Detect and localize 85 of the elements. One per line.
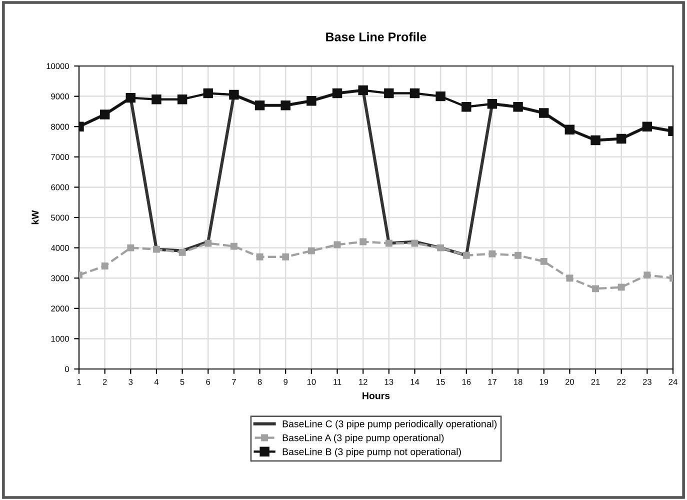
point <box>488 250 496 258</box>
point <box>616 134 626 144</box>
point <box>642 122 652 132</box>
point <box>513 102 523 112</box>
point <box>282 253 290 260</box>
y-tick-label: 4000 <box>50 245 69 251</box>
x-tick-label: 19 <box>540 378 548 385</box>
x-tick-label: 18 <box>514 378 522 385</box>
y-tick-label: 1000 <box>51 336 69 342</box>
point <box>100 110 110 120</box>
x-tick-label: 12 <box>359 378 368 385</box>
point <box>437 244 444 252</box>
point <box>540 258 548 265</box>
point <box>487 99 498 109</box>
chart-title: Base Line Profile <box>326 32 426 42</box>
x-tick-label: 14 <box>410 379 420 385</box>
point <box>539 108 549 118</box>
x-tick-label: 7 <box>232 379 236 385</box>
point <box>204 240 212 247</box>
point <box>306 96 316 106</box>
y-tick-label: 7000 <box>51 154 69 160</box>
x-tick-label: 23 <box>642 378 652 385</box>
point <box>152 94 162 104</box>
point <box>256 253 264 260</box>
y-tick-label: 10000 <box>46 63 69 70</box>
point <box>308 247 315 254</box>
point <box>644 272 651 279</box>
y-tick-label: 3000 <box>51 275 69 282</box>
x-tick-label: 22 <box>617 378 626 385</box>
point <box>332 88 342 98</box>
point <box>358 85 368 96</box>
point <box>410 88 420 98</box>
point <box>385 240 392 247</box>
x-tick-label: 9 <box>284 378 288 385</box>
point <box>436 91 446 102</box>
point <box>254 100 265 110</box>
x-tick-label: 17 <box>488 379 496 385</box>
point <box>360 238 367 246</box>
x-tick-label: 15 <box>436 379 445 385</box>
x-tick-label: 20 <box>565 378 574 385</box>
x-axis-title: Hours <box>362 392 390 400</box>
point <box>230 242 238 250</box>
y-tick-label: 2000 <box>51 306 69 312</box>
x-tick-label: 13 <box>384 378 394 385</box>
point <box>127 244 134 252</box>
legend-label: BaseLine C (3 pipe pump periodically operational) <box>282 420 497 430</box>
point <box>411 240 418 247</box>
point <box>280 100 290 110</box>
x-tick-label: 4 <box>154 379 159 385</box>
point <box>514 252 522 259</box>
x-tick-label: 10 <box>307 378 316 385</box>
point <box>462 102 472 112</box>
x-tick-label: 11 <box>334 379 342 385</box>
x-tick-label: 5 <box>180 379 184 385</box>
x-tick-label: 8 <box>258 378 262 385</box>
point <box>618 284 625 291</box>
legend-label: BaseLine A (3 pipe pump operational) <box>282 434 444 444</box>
x-tick-label: 21 <box>591 378 600 385</box>
point <box>592 285 599 292</box>
point <box>178 248 186 256</box>
point <box>334 241 341 248</box>
y-tick-label: 6000 <box>51 184 69 190</box>
legend-label: BaseLine B (3 pipe pump not operational) <box>282 448 461 458</box>
point <box>229 90 239 100</box>
x-tick-label: 6 <box>206 378 210 385</box>
point <box>126 92 136 103</box>
x-tick-label: 24 <box>668 378 678 385</box>
point <box>462 252 470 259</box>
y-tick-label: 5000 <box>51 214 69 221</box>
point <box>203 88 213 98</box>
x-tick-label: 2 <box>102 378 107 385</box>
y-tick-label: 8000 <box>51 124 69 130</box>
y-axis-title: kW <box>31 210 39 224</box>
y-tick-label: 0 <box>64 366 69 372</box>
point <box>177 94 188 104</box>
point <box>384 88 394 98</box>
x-tick-label: 1 <box>77 379 81 385</box>
y-tick-label: 9000 <box>51 94 69 100</box>
point <box>564 124 575 134</box>
x-tick-label: 3 <box>128 378 133 385</box>
x-tick-label: 16 <box>462 378 471 385</box>
point <box>590 135 600 146</box>
point <box>153 246 160 253</box>
point <box>566 274 574 282</box>
point <box>101 262 108 270</box>
